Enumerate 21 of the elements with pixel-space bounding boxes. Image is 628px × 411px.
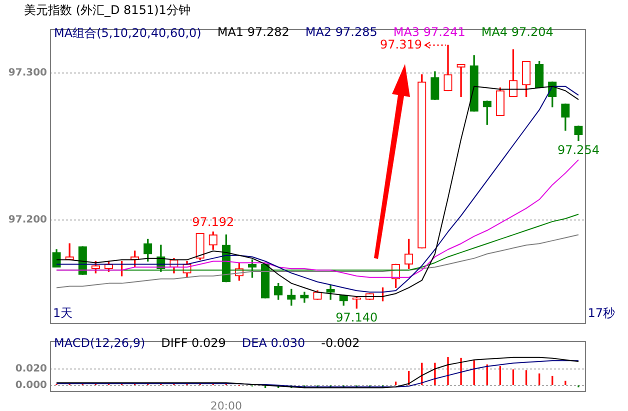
annotation: 1天 — [53, 306, 73, 320]
text: MA1 97.282 — [217, 25, 290, 41]
text: DEA 0.030 — [242, 336, 306, 350]
text: DIFF 0.029 — [161, 336, 226, 350]
annotation: 97.319 — [380, 37, 422, 52]
legend-title: MA组合(5,10,20,40,60,0) — [54, 25, 202, 42]
x-tick-label: 20:00 — [210, 399, 242, 411]
y-tick-label: 0.000 — [15, 380, 48, 391]
annotation: 97.254 — [557, 142, 600, 157]
text: MA3 97.241 — [393, 25, 466, 40]
text: MA4 97.204 — [481, 25, 554, 41]
y-tick-label: 97.200 — [8, 214, 48, 226]
y-tick-label: 97.300 — [8, 68, 48, 79]
annotation: 97.192 — [192, 214, 234, 229]
legend-title: MACD(12,26,9) — [54, 336, 146, 350]
annotation: -0.002 — [321, 336, 360, 350]
chart-title: 美元指数 (外汇_D 8151)1分钟 — [24, 2, 190, 19]
y-tick-label: 0.020 — [15, 363, 48, 374]
annotation: 97.140 — [336, 310, 378, 324]
text: 17秒 — [588, 306, 615, 320]
text: MA2 97.285 — [305, 25, 378, 41]
